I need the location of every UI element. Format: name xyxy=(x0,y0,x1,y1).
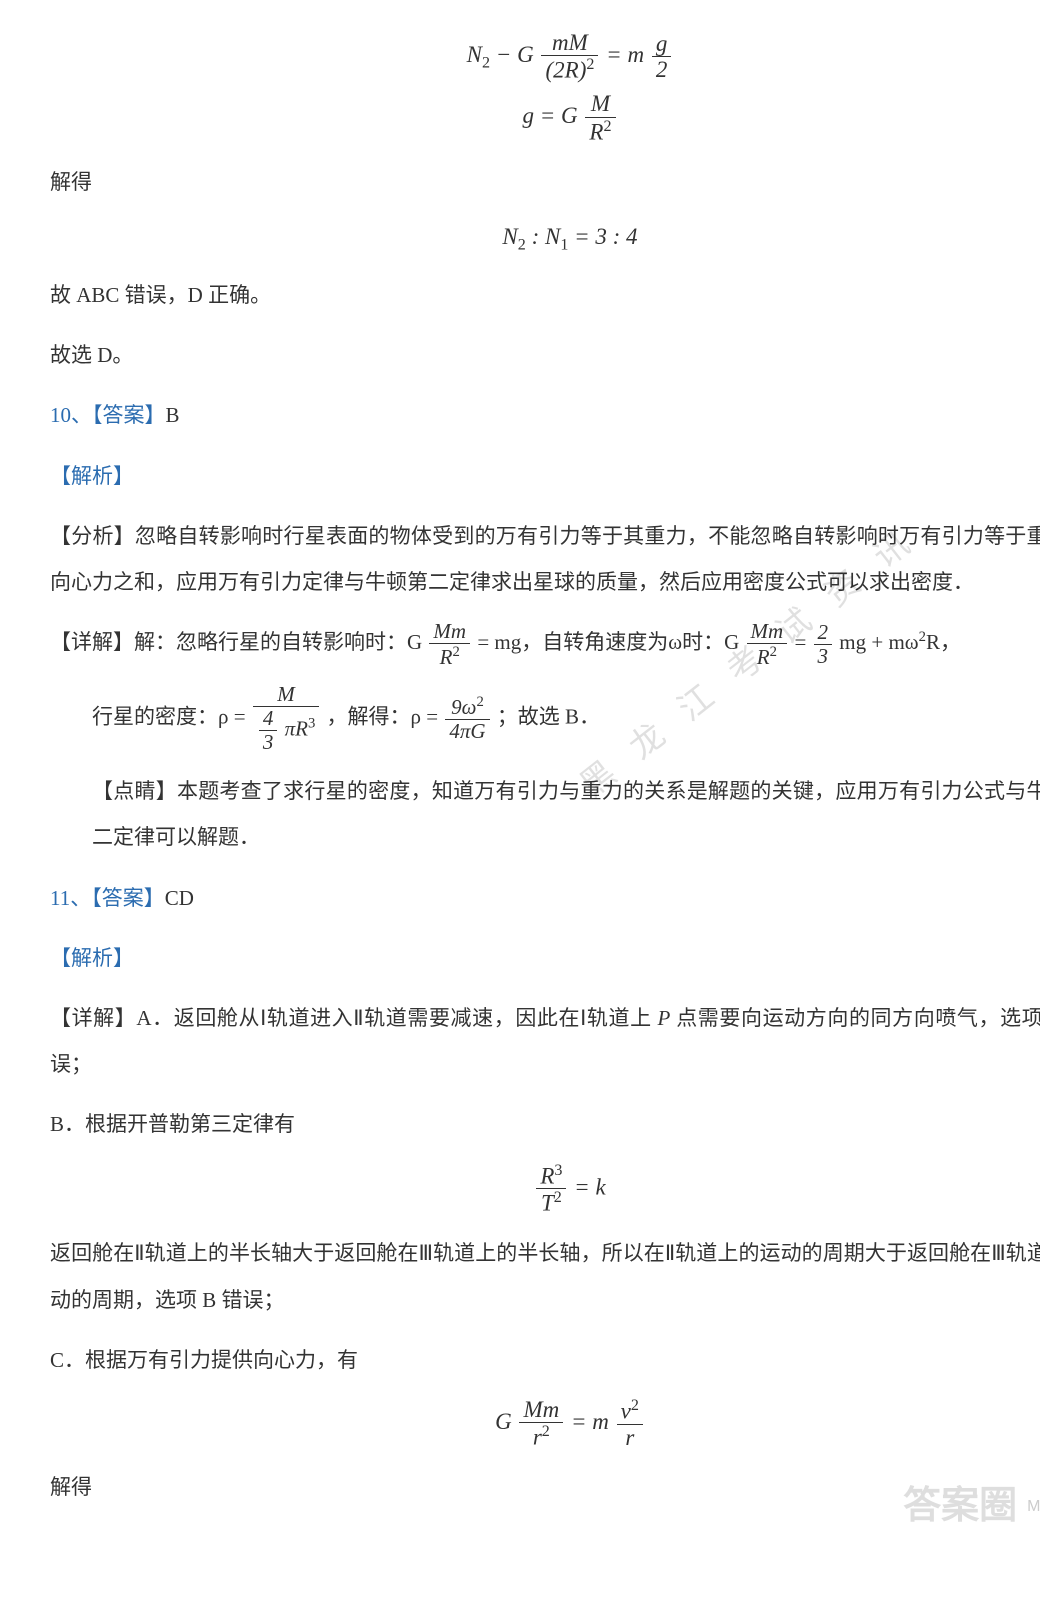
eq1-line1: N2 − G mM(2R)2 = m g2 xyxy=(50,30,1040,83)
q11-opt-c-intro: C．根据万有引力提供向心力，有 xyxy=(50,1337,1040,1383)
q10-fenxi: 【分析】忽略自转影响时行星表面的物体受到的万有引力等于其重力，不能忽略自转影响时… xyxy=(50,513,1040,605)
text-guxuan-d: 故选 D。 xyxy=(50,332,1040,378)
q11-answer: CD xyxy=(165,886,194,910)
text-jiede-1: 解得 xyxy=(50,159,1040,205)
q10-answer-line: 10、【答案】B xyxy=(50,392,1040,438)
q11-opt-b-intro: B．根据开普勒第三定律有 xyxy=(50,1101,1040,1147)
equation-ratio: N2 : N1 = 3 : 4 xyxy=(50,219,1040,258)
q11-jiexi-label: 【解析】 xyxy=(50,935,1040,981)
answer-label: 【答案】 xyxy=(92,403,166,427)
equation-kepler: R3T2 = k xyxy=(50,1162,1040,1217)
q11-number: 11、 xyxy=(50,886,91,910)
eq1-line2: g = G MR2 xyxy=(50,91,1040,144)
text-jiede-2: 解得 xyxy=(50,1464,1040,1510)
answer-label-2: 【答案】 xyxy=(91,886,165,910)
equation-centripetal: G Mmr2 = m v2r xyxy=(50,1397,1040,1450)
q10-xiangjie: 【详解】解：忽略行星的自转影响时：G MmR2 = mg，自转角速度为ω时：G … xyxy=(50,619,1040,669)
q10-number: 10、 xyxy=(50,403,92,427)
q11-opt-b-after: 返回舱在Ⅱ轨道上的半长轴大于返回舱在Ⅲ轨道上的半长轴，所以在Ⅱ轨道上的运动的周期… xyxy=(50,1230,1040,1322)
q10-density: 行星的密度：ρ = M43 πR3 ，解得：ρ = 9ω24πG ；故选 B． xyxy=(50,683,1040,754)
equation-block-1: N2 − G mM(2R)2 = m g2 g = G MR2 xyxy=(50,30,1040,145)
q10-dianjing: 【点睛】本题考查了求行星的密度，知道万有引力与重力的关系是解题的关键，应用万有引… xyxy=(50,768,1040,860)
q10-jiexi-label: 【解析】 xyxy=(50,453,1040,499)
q11-opt-a: 【详解】A．返回舱从Ⅰ轨道进入Ⅱ轨道需要减速，因此在Ⅰ轨道上 P 点需要向运动方… xyxy=(50,995,1040,1087)
text-abc-wrong: 故 ABC 错误，D 正确。 xyxy=(50,272,1040,318)
q10-answer: B xyxy=(166,403,180,427)
q11-answer-line: 11、【答案】CD xyxy=(50,875,1040,921)
